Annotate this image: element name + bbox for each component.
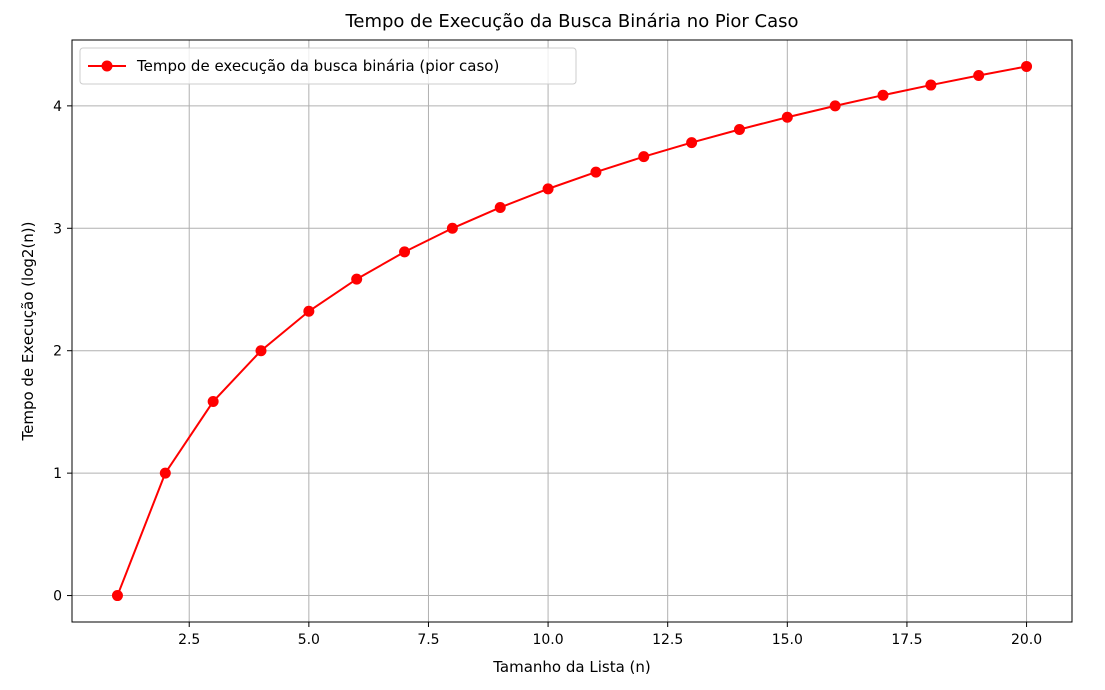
data-point — [351, 273, 363, 285]
series-line — [116, 65, 1027, 596]
y-tick-label: 2 — [53, 344, 62, 360]
legend-label: Tempo de execução da busca binária (pior… — [136, 57, 499, 75]
data-point — [638, 151, 650, 163]
data-point — [255, 345, 267, 357]
series-layer — [111, 60, 1033, 602]
y-axis-label: Tempo de Execução (log2(n)) — [19, 221, 37, 441]
data-point — [781, 111, 793, 123]
data-point — [159, 467, 171, 479]
data-point — [686, 137, 698, 149]
x-axis-label: Tamanho da Lista (n) — [492, 658, 651, 676]
legend: Tempo de execução da busca binária (pior… — [79, 47, 577, 85]
legend-marker — [101, 60, 113, 72]
y-tick-label: 0 — [53, 589, 62, 605]
data-point — [733, 123, 745, 135]
chart-title: Tempo de Execução da Busca Binária no Pi… — [344, 11, 798, 32]
grid — [72, 40, 1072, 622]
x-tick-label: 7.5 — [417, 632, 439, 648]
data-point — [207, 396, 219, 408]
data-point — [1021, 60, 1033, 72]
data-point — [446, 222, 458, 234]
data-point — [925, 79, 937, 91]
x-tick-label: 20.0 — [1011, 632, 1042, 648]
data-point — [590, 166, 602, 178]
legend-box — [79, 47, 577, 85]
data-point — [399, 246, 411, 258]
x-tick-label: 5.0 — [298, 632, 320, 648]
x-tick-label: 17.5 — [891, 632, 922, 648]
data-point — [111, 590, 123, 602]
data-point — [829, 100, 841, 112]
x-tick-label: 2.5 — [178, 632, 200, 648]
data-point — [877, 89, 889, 101]
data-point — [303, 305, 315, 317]
data-point — [973, 70, 985, 82]
plot-frame — [71, 39, 1073, 623]
x-tick-label: 15.0 — [772, 632, 803, 648]
y-tick-label: 1 — [53, 466, 62, 482]
x-tick-label: 12.5 — [652, 632, 683, 648]
x-tick-label: 10.0 — [532, 632, 563, 648]
y-tick-label: 4 — [53, 99, 62, 115]
axes: 2.5 5.0 7.5 10.0 12.5 15.0 17.5 20.0 0 1 2 3 4 — [53, 99, 1042, 648]
y-tick-label: 3 — [53, 221, 62, 237]
data-point — [494, 201, 506, 213]
data-point — [542, 183, 554, 195]
